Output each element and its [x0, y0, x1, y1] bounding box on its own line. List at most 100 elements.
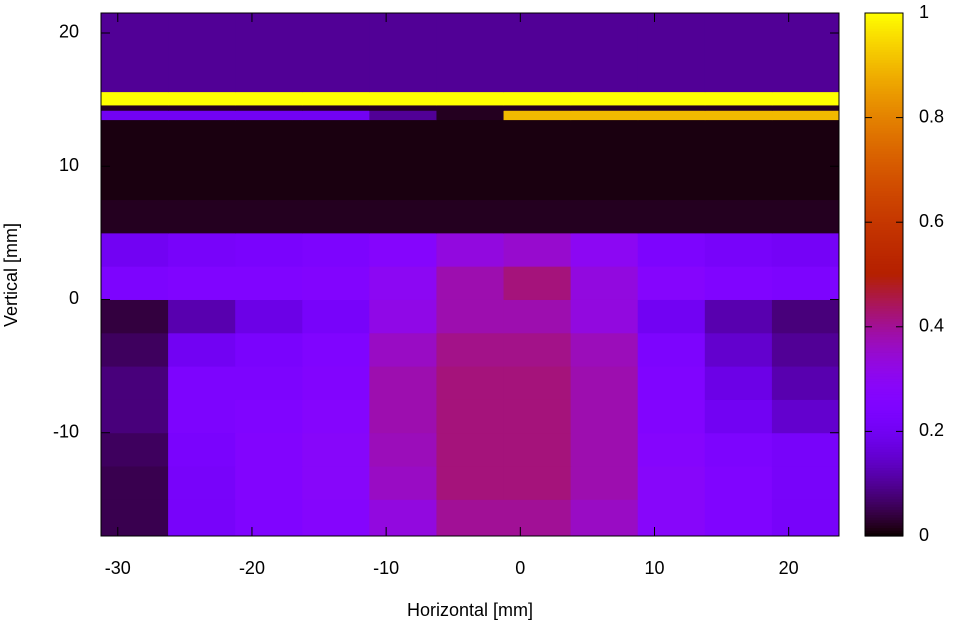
colorbar-segment: [865, 122, 903, 127]
colorbar-segment: [865, 99, 903, 103]
colorbar-segment: [865, 159, 903, 163]
heatmap-cell: [369, 466, 437, 500]
colorbar-segment: [865, 444, 903, 448]
heatmap-cell: [101, 332, 169, 367]
colorbar-segment: [865, 227, 903, 231]
colorbar-segment: [865, 360, 903, 365]
colorbar-segment: [865, 185, 903, 189]
colorbar-segment: [865, 342, 903, 346]
colorbar-segment: [865, 39, 903, 43]
colorbar-segment: [865, 54, 903, 59]
colorbar-segment: [865, 138, 903, 142]
colorbar-segment: [865, 162, 903, 166]
colorbar-segment: [865, 481, 903, 485]
colorbar-segment: [865, 389, 903, 393]
heatmap-cell: [704, 299, 773, 334]
colorbar-segment: [865, 400, 903, 404]
colorbar-segment: [865, 488, 903, 493]
colorbar-segment: [865, 26, 903, 30]
colorbar-segment: [865, 284, 903, 289]
heatmap-cell: [436, 119, 505, 201]
colorbar-segment: [865, 376, 903, 380]
colorbar-segment: [865, 13, 903, 17]
colorbar-segment: [865, 468, 903, 472]
heatmap-cell: [235, 110, 303, 121]
heatmap-cell: [369, 91, 437, 106]
heatmap-cell: [704, 110, 773, 121]
heatmap-cell: [101, 466, 169, 500]
colorbar-segment: [865, 528, 903, 532]
x-tick-label: -30: [105, 558, 131, 578]
colorbar-segment: [865, 96, 903, 100]
heatmap-cell: [570, 299, 639, 334]
colorbar-segment: [865, 80, 903, 85]
colorbar-segment: [865, 135, 903, 140]
heatmap-cell: [704, 499, 773, 537]
colorbar-segment: [865, 478, 903, 482]
colorbar-segment: [865, 206, 903, 210]
colorbar-segment: [865, 379, 903, 383]
colorbar-segment: [865, 62, 903, 66]
heatmap-cell: [101, 110, 169, 121]
heatmap-cell: [570, 199, 639, 234]
colorbar-segment: [865, 271, 903, 276]
colorbar-segment: [865, 154, 903, 158]
heatmap-cell: [704, 399, 773, 434]
heatmap-cell: [436, 366, 505, 400]
heatmap-cell: [235, 299, 303, 334]
heatmap-cell: [570, 499, 639, 537]
colorbar-segment: [865, 402, 903, 406]
heatmap-cell: [503, 366, 572, 400]
heatmap-cell: [503, 199, 572, 234]
colorbar-tick-label: 0: [919, 525, 929, 545]
plot-frame: [100, 12, 840, 537]
colorbar-segment: [865, 326, 903, 331]
heatmap-cell: [101, 119, 169, 201]
colorbar-segment: [865, 355, 903, 359]
colorbar-segment: [865, 512, 903, 516]
colorbar-segment: [865, 151, 903, 155]
heatmap-cell: [704, 432, 773, 467]
heatmap-cell: [771, 110, 840, 121]
heatmap-cell: [302, 332, 370, 367]
colorbar-segment: [865, 303, 903, 307]
colorbar-segment: [865, 219, 903, 223]
colorbar-tick-label: 0.4: [919, 316, 944, 336]
heatmap-cell: [771, 432, 840, 467]
colorbar-segment: [865, 313, 903, 317]
colorbar-segment: [865, 434, 903, 438]
colorbar-segment: [865, 449, 903, 453]
colorbar-segment: [865, 193, 903, 197]
colorbar-segment: [865, 397, 903, 401]
heatmap-cell: [503, 466, 572, 500]
heatmap-cell: [637, 91, 706, 106]
colorbar-segment: [865, 517, 903, 521]
colorbar-segment: [865, 420, 903, 425]
heatmap-cell: [101, 299, 169, 334]
heatmap-cell: [436, 299, 505, 334]
colorbar-segment: [865, 117, 903, 121]
colorbar-segment: [865, 60, 903, 64]
heatmap-cell: [436, 232, 505, 267]
colorbar-segment: [865, 392, 903, 396]
colorbar-segment: [865, 209, 903, 213]
colorbar-segment: [865, 470, 903, 474]
colorbar-segment: [865, 112, 903, 116]
colorbar-segment: [865, 232, 903, 236]
colorbar-segment: [865, 167, 903, 171]
colorbar-segment: [865, 305, 903, 310]
x-tick-label: 0: [515, 558, 525, 578]
heatmap-cell: [570, 266, 639, 300]
heatmap-cell: [704, 232, 773, 267]
heatmap-cell: [235, 91, 303, 106]
heatmap-cell: [369, 399, 437, 434]
colorbar-segment: [865, 339, 903, 344]
colorbar-segment: [865, 465, 903, 469]
colorbar-segment: [865, 509, 903, 514]
colorbar-tick-label: 0.8: [919, 106, 944, 126]
colorbar-segment: [865, 347, 903, 351]
colorbar-segment: [865, 533, 903, 537]
colorbar-frame: [864, 12, 904, 537]
colorbar-segment: [865, 473, 903, 477]
heatmap-cell: [235, 432, 303, 467]
